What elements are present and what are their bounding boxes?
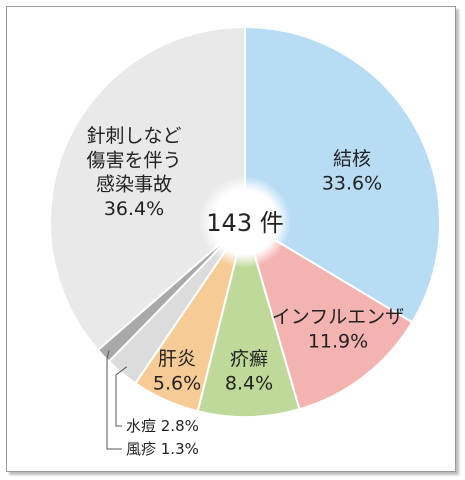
slice-4-label: 水痘 2.8% [126, 417, 199, 435]
slice-6-wedge [49, 25, 246, 352]
center-label: 143 件 [206, 209, 283, 237]
slice-0-value-label: 33.6% [322, 172, 382, 194]
slice-6-name-label: 針刺しなど [86, 125, 181, 147]
slice-5-label: 風疹 1.3% [126, 440, 199, 458]
slice-3-value-label: 5.6% [153, 372, 201, 394]
slice-6-name-label: 傷害を伴う [86, 149, 181, 171]
slice-2-value-label: 8.4% [225, 372, 273, 394]
slice-2-name-label: 疥癬 [230, 348, 268, 370]
slice-1-value-label: 11.9% [308, 330, 368, 352]
slice-6-value-label: 36.4% [104, 198, 164, 220]
slice-3-name-label: 肝炎 [158, 348, 196, 370]
slice-6-name-label: 感染事故 [96, 174, 172, 196]
pie-slices [49, 25, 441, 418]
center-hole [199, 176, 291, 268]
slice-1-name-label: インフルエンザ [272, 306, 404, 328]
slice-2-wedge [196, 218, 301, 418]
slice-0-name-label: 結核 [333, 148, 371, 170]
slice-4-leader [115, 366, 128, 427]
slice-0-wedge [244, 25, 441, 324]
slice-5-leader [106, 350, 122, 450]
leader-lines [106, 350, 128, 450]
